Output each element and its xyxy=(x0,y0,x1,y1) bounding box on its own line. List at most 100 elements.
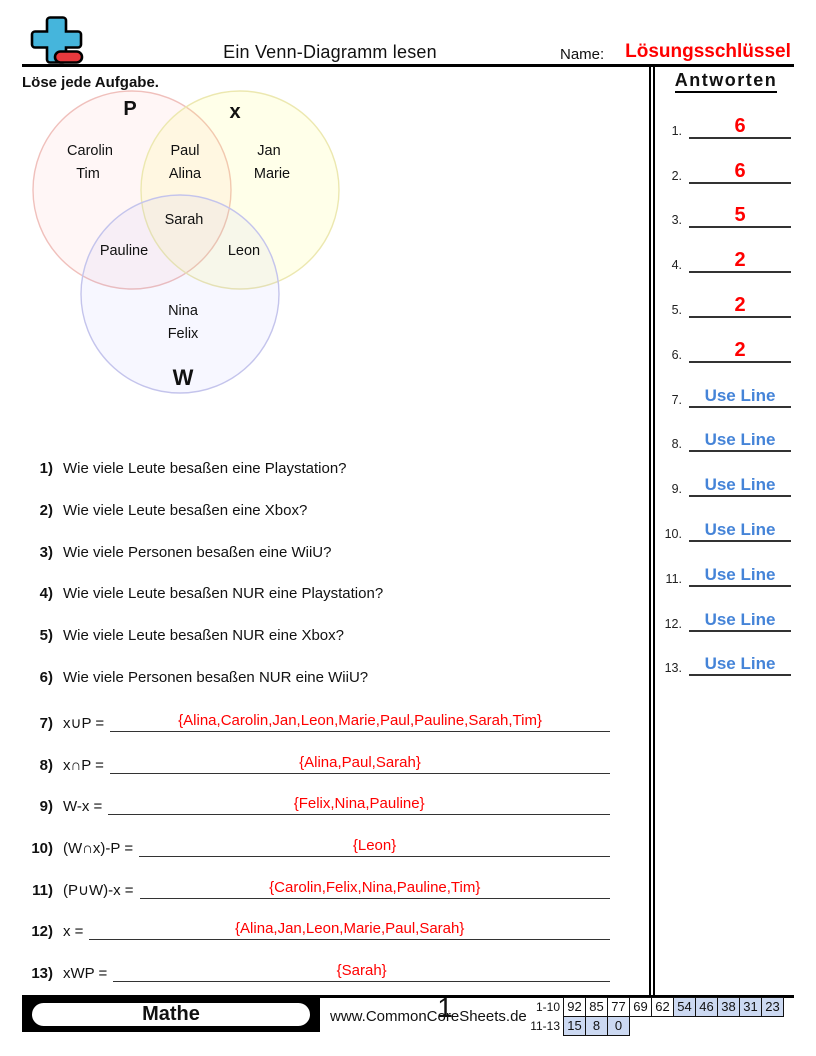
question-row: 2) Wie viele Leute besaßen eine Xbox? xyxy=(25,490,610,532)
answer-number: 3. xyxy=(671,213,682,228)
venn-circle-x xyxy=(140,90,340,290)
answer-line[interactable]: Use Line xyxy=(689,609,791,632)
question-text: Wie viele Leute besaßen eine Playstation… xyxy=(63,460,347,478)
answer-number: 10. xyxy=(664,526,682,541)
panel-divider xyxy=(649,66,655,997)
answer-row: 11. Use Line xyxy=(656,542,796,587)
set-expression: x = xyxy=(63,923,84,941)
answer-row: 3. 5 xyxy=(656,184,796,229)
answer-line[interactable]: 5 xyxy=(689,204,791,229)
venn-diagram: P x W Carolin Tim Paul Alina Jan Marie S… xyxy=(32,90,340,394)
set-expression: xWP = xyxy=(63,964,108,982)
answer-blank[interactable]: {Felix,Nina,Pauline} xyxy=(108,794,610,816)
answer-text: {Alina,Jan,Leon,Marie,Paul,Sarah} xyxy=(235,920,465,938)
answer-blank[interactable]: {Carolin,Felix,Nina,Pauline,Tim} xyxy=(139,878,610,899)
instruction-text: Löse jede Aufgabe. xyxy=(22,74,159,91)
venn-label-w: W xyxy=(173,365,194,390)
question-number: 4) xyxy=(39,585,53,603)
score-cell: 8 xyxy=(585,1016,608,1036)
answer-line[interactable]: 2 xyxy=(689,249,791,274)
use-line-note: Use Line xyxy=(704,385,776,405)
question-number: 12) xyxy=(31,923,53,941)
answer-number: 6. xyxy=(671,347,682,362)
use-line-note: Use Line xyxy=(704,430,776,450)
question-number: 1) xyxy=(39,460,53,478)
score-cell: 31 xyxy=(739,997,762,1017)
answer-line[interactable]: 6 xyxy=(689,115,791,139)
use-line-note: Use Line xyxy=(704,475,776,495)
fill-question-row: 10) (W∩x)-P = {Leon} xyxy=(25,823,610,865)
answer-row: 9. Use Line xyxy=(656,452,796,498)
score-cell: 46 xyxy=(695,997,718,1017)
question-number: 3) xyxy=(39,543,53,561)
venn-circle-w xyxy=(80,194,280,394)
answer-value: 5 xyxy=(734,204,746,227)
header-rule xyxy=(22,64,794,67)
use-line-note: Use Line xyxy=(704,654,776,674)
answer-blank[interactable]: {Alina,Carolin,Jan,Leon,Marie,Paul,Pauli… xyxy=(110,711,610,732)
answer-text: {Carolin,Felix,Nina,Pauline,Tim} xyxy=(269,878,481,896)
question-text: Wie viele Personen besaßen NUR eine WiiU… xyxy=(63,668,369,686)
venn-name: Leon xyxy=(228,243,260,259)
question-number: 9) xyxy=(39,798,53,816)
score-cell: 23 xyxy=(761,997,784,1017)
page-number: 1 xyxy=(437,992,453,1023)
answer-line[interactable]: Use Line xyxy=(689,474,791,498)
venn-name: Pauline xyxy=(100,243,148,259)
venn-name: Nina xyxy=(168,303,199,319)
answer-row: 5. 2 xyxy=(656,273,796,318)
question-number: 8) xyxy=(39,756,53,774)
name-label: Name: xyxy=(560,46,605,63)
fill-question-row: 12) x = {Alina,Jan,Leon,Marie,Paul,Sarah… xyxy=(25,907,610,949)
answer-text: {Leon} xyxy=(352,836,397,854)
question-row: 1) Wie viele Leute besaßen eine Playstat… xyxy=(25,448,610,490)
answer-line[interactable]: 2 xyxy=(689,294,791,318)
use-line-note: Use Line xyxy=(704,519,776,539)
question-number: 7) xyxy=(39,714,53,732)
answer-row: 6. 2 xyxy=(656,318,796,363)
venn-name: Carolin xyxy=(67,143,113,159)
fill-question-row: 13) xWP = {Sarah} xyxy=(25,948,610,990)
answer-blank[interactable]: {Alina,Jan,Leon,Marie,Paul,Sarah} xyxy=(89,919,610,941)
answer-row: 13. Use Line xyxy=(656,632,796,677)
answer-number: 1. xyxy=(671,123,682,138)
answer-value: 6 xyxy=(734,114,746,137)
fill-question-row: 7) x∪P = {Alina,Carolin,Jan,Leon,Marie,P… xyxy=(25,698,610,740)
question-number: 5) xyxy=(39,627,53,645)
venn-name: Tim xyxy=(76,166,100,182)
answer-blank[interactable]: {Sarah} xyxy=(113,961,610,982)
question-number: 13) xyxy=(31,964,53,982)
answer-row: 4. 2 xyxy=(656,228,796,274)
use-line-note: Use Line xyxy=(704,564,776,584)
answer-line[interactable]: Use Line xyxy=(689,564,791,587)
venn-circle-p xyxy=(32,90,232,290)
venn-name: Marie xyxy=(254,166,290,182)
subject-label: Mathe xyxy=(30,1001,312,1028)
answer-line[interactable]: Use Line xyxy=(689,519,791,542)
set-expression: x∪P = xyxy=(63,714,105,732)
answer-number: 2. xyxy=(671,168,682,183)
answer-line[interactable]: Use Line xyxy=(689,385,791,408)
question-row: 6) Wie viele Personen besaßen NUR eine W… xyxy=(25,656,610,698)
score-cell: 62 xyxy=(651,997,674,1017)
question-text: Wie viele Leute besaßen eine Xbox? xyxy=(63,502,308,520)
answer-value: 2 xyxy=(734,249,746,272)
answer-blank[interactable]: {Leon} xyxy=(139,836,610,857)
answer-number: 9. xyxy=(671,482,682,497)
answer-line[interactable]: 6 xyxy=(689,160,791,184)
answer-row: 10. Use Line xyxy=(656,497,796,542)
answer-line[interactable]: Use Line xyxy=(689,429,791,453)
score-row: 11-13 15 8 0 xyxy=(528,1016,784,1036)
answer-number: 8. xyxy=(671,437,682,452)
answer-row: 1. 6 xyxy=(656,94,796,139)
answer-blank[interactable]: {Alina,Paul,Sarah} xyxy=(109,753,610,774)
question-number: 11) xyxy=(32,881,53,899)
venn-label-x: x xyxy=(229,101,240,123)
answer-number: 11. xyxy=(665,571,682,586)
score-cell: 54 xyxy=(673,997,696,1017)
answer-line[interactable]: Use Line xyxy=(689,653,791,677)
score-grid: 1-10 92 85 77 69 62 54 46 38 31 23 11-13… xyxy=(528,997,784,1036)
score-cell: 15 xyxy=(563,1016,586,1036)
answer-line[interactable]: 2 xyxy=(689,339,791,363)
fill-question-row: 9) W-x = {Felix,Nina,Pauline} xyxy=(25,782,610,824)
